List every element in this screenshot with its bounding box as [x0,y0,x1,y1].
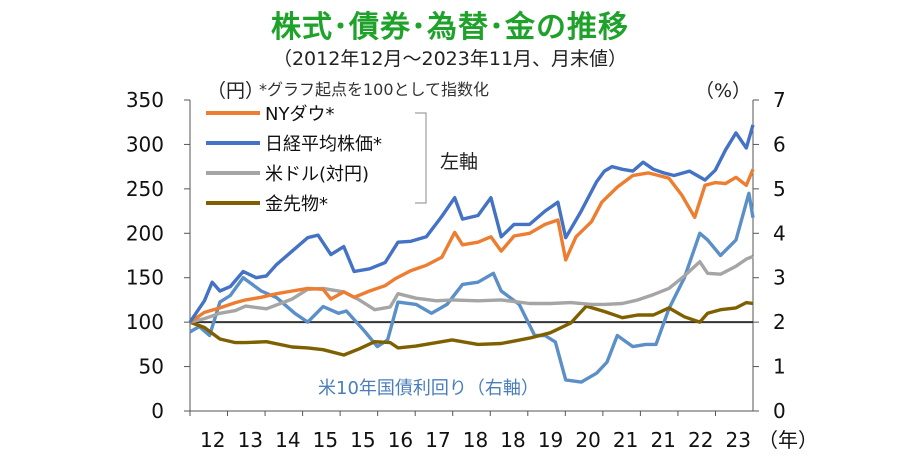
y-right-tick-label: 5 [773,177,786,201]
y-right-tick-label: 7 [773,88,786,112]
y-right-tick-label: 2 [773,310,786,334]
y-right-tick-label: 3 [773,266,786,290]
left-axis-unit: （円） [207,80,265,102]
legend-label: 金先物* [265,194,328,215]
x-tick-label: 18 [500,428,525,452]
legend-label: NYダウ* [265,104,334,125]
x-tick-label: 21 [650,428,675,452]
x-tick-label: 17 [425,428,450,452]
chart-subtitle: （2012年12月～2023年11月、月末値） [272,48,628,70]
x-tick-label: 20 [575,428,600,452]
y-left-tick-label: 350 [126,88,164,112]
series-line [189,168,755,324]
chart-title: 株式･債券･為替･金の推移 [271,10,629,45]
series-line [188,124,755,324]
y-right-tick-label: 4 [773,221,786,245]
x-tick-label: 21 [613,428,638,452]
x-tick-label: 15 [350,428,375,452]
right-axis-unit: （%） [695,80,752,102]
x-tick-label: 13 [238,428,263,452]
y-right-tick-label: 1 [773,355,786,379]
left-axis-legend-note: 左軸 [440,151,479,173]
y-right-tick-label: 0 [773,399,786,423]
series-line [189,300,754,357]
legend-label: 米ドル(対円) [265,164,369,185]
y-left-tick-label: 250 [126,177,164,201]
x-tick-label: 18 [463,428,488,452]
x-axis-suffix: （年） [758,428,818,452]
y-left-tick-label: 50 [139,355,164,379]
series-line [189,191,755,384]
y-left-tick-label: 300 [126,132,164,156]
y-right-tick-label: 6 [773,132,786,156]
x-tick-label: 23 [726,428,751,452]
legend-bracket [415,112,427,204]
series-line [189,254,754,324]
x-tick-label: 16 [388,428,413,452]
x-tick-label: 15 [313,428,338,452]
x-tick-label: 19 [538,428,563,452]
y-left-tick-label: 100 [126,310,164,334]
y-left-tick-label: 150 [126,266,164,290]
x-tick-label: 12 [200,428,225,452]
legend-label: 日経平均株価* [265,134,382,155]
x-tick-label: 22 [688,428,713,452]
series-annotation: 米10年国債利回り（右軸） [318,378,539,399]
y-left-tick-label: 200 [126,221,164,245]
index-note: *グラフ起点を100として指数化 [259,80,490,99]
x-tick-label: 14 [275,428,300,452]
y-left-tick-label: 0 [151,399,164,423]
